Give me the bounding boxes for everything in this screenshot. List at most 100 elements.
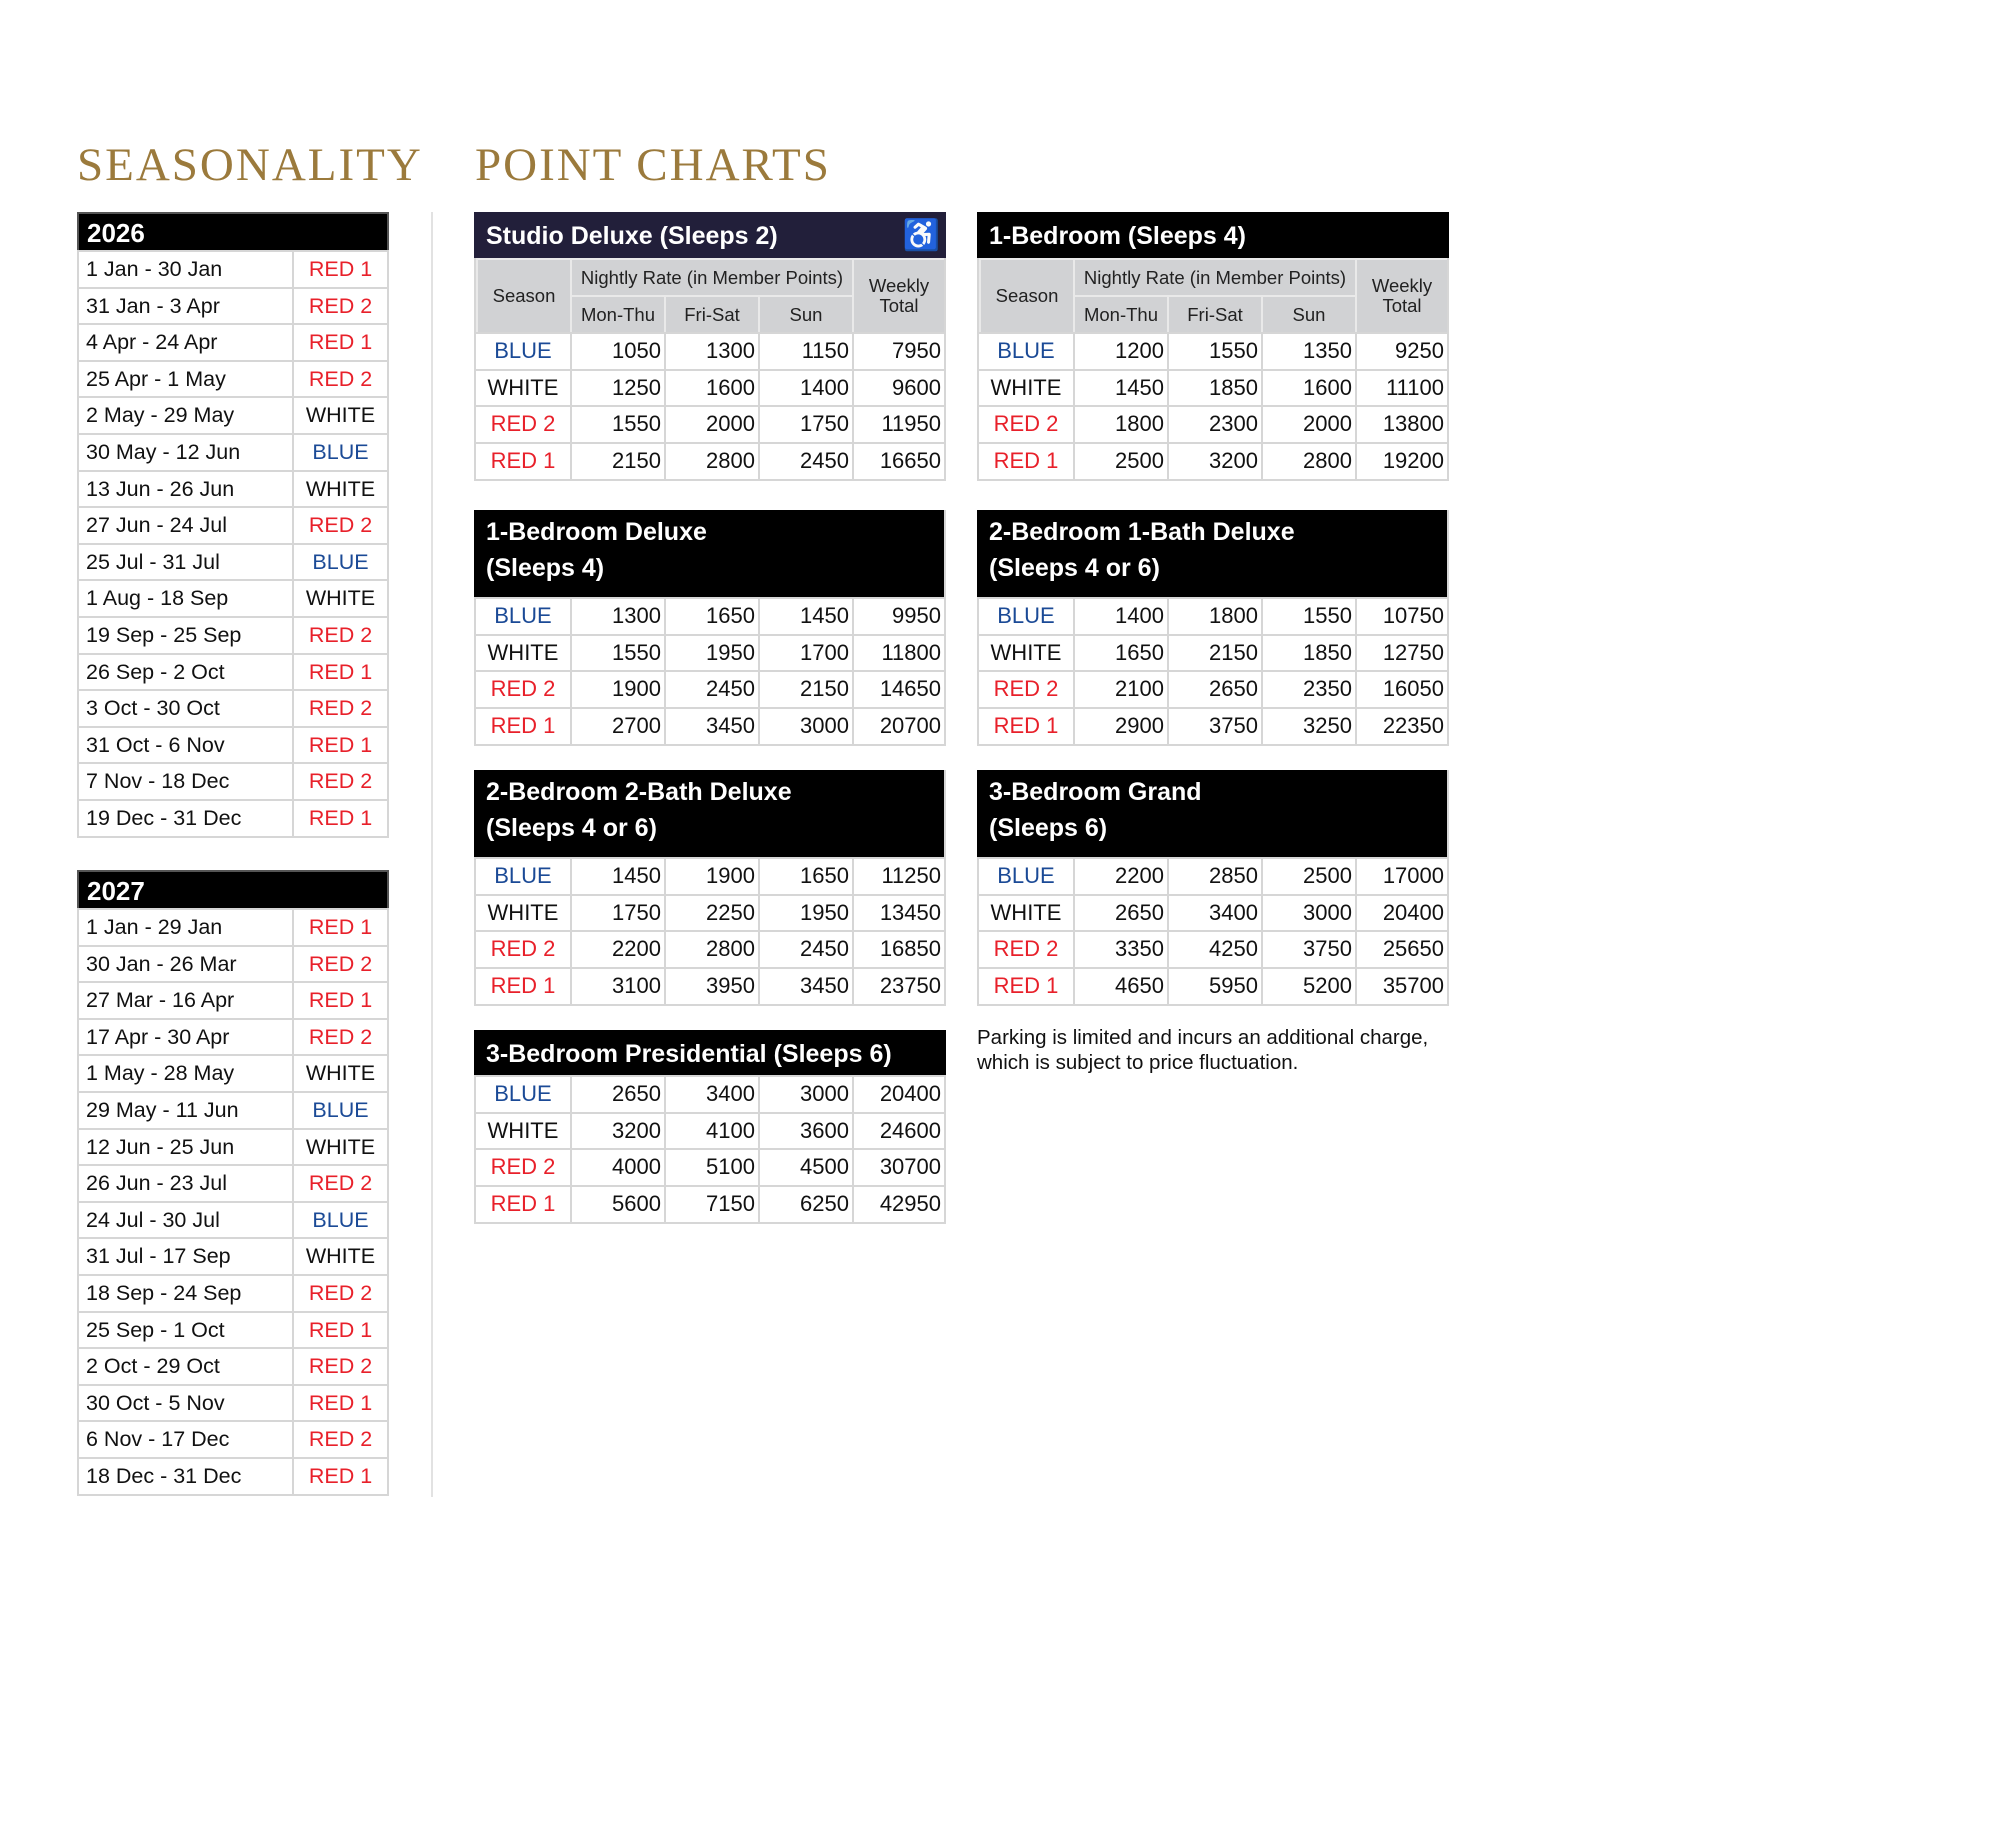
rate-row: RED 1 2500 3200 2800 19200 <box>979 442 1447 479</box>
rate-row: WHITE 1750 2250 1950 13450 <box>476 893 944 931</box>
rate-row: RED 2 3350 4250 3750 25650 <box>979 930 1447 968</box>
season-row: 6 Nov - 17 Dec RED 2 <box>79 1420 387 1457</box>
rate-row: WHITE 1450 1850 1600 11100 <box>979 368 1447 406</box>
points-value: 1700 <box>758 635 852 671</box>
season-label: WHITE <box>305 1061 376 1086</box>
season-row: 31 Oct - 6 Nov RED 1 <box>79 725 387 763</box>
date-range: 3 Oct - 30 Oct <box>79 691 294 726</box>
season-label: RED 2 <box>490 676 556 702</box>
table-title-text: 2-Bedroom 1-Bath Deluxe (Sleeps 4 or 6) <box>989 518 1295 582</box>
season-row: 4 Apr - 24 Apr RED 1 <box>79 323 387 360</box>
points-value: 1950 <box>758 895 852 931</box>
season-label: RED 2 <box>308 1171 373 1196</box>
seasonality-title: SEASONALITY <box>77 139 423 191</box>
sun-header: Sun <box>1261 295 1355 332</box>
date-range: 25 Jul - 31 Jul <box>79 544 294 580</box>
points-value: 2200 <box>1073 859 1167 894</box>
points-value: 1050 <box>570 334 664 369</box>
date-range: 13 Jun - 26 Jun <box>79 471 294 507</box>
points-value: 2150 <box>1167 635 1261 671</box>
points-value: 1900 <box>570 672 664 708</box>
season-row: 12 Jun - 25 Jun WHITE <box>79 1127 387 1165</box>
date-range: 31 Jul - 17 Sep <box>79 1239 294 1274</box>
parking-note: Parking is limited and incurs an additio… <box>977 1026 1429 1074</box>
points-value: 3000 <box>1261 895 1355 931</box>
season-row: 25 Sep - 1 Oct RED 1 <box>79 1310 387 1348</box>
rate-row: RED 1 5600 7150 6250 42950 <box>476 1185 944 1222</box>
points-value: 2650 <box>1073 895 1167 931</box>
season-label: BLUE <box>997 863 1055 888</box>
points-value: 1300 <box>570 599 664 634</box>
points-value: 1450 <box>570 859 664 894</box>
rate-row: RED 2 2100 2650 2350 16050 <box>979 670 1447 708</box>
season-label: RED 2 <box>993 676 1059 702</box>
table-title-text: Studio Deluxe (Sleeps 2) <box>486 222 778 250</box>
season-label: BLUE <box>312 1097 369 1122</box>
points-value: 1950 <box>664 635 758 671</box>
points-value: 4650 <box>1073 969 1167 1004</box>
season-row: 17 Apr - 30 Apr RED 2 <box>79 1017 387 1055</box>
points-value: 1400 <box>1073 599 1167 634</box>
points-value: 2450 <box>758 932 852 968</box>
points-value: 3400 <box>664 1077 758 1112</box>
season-label: RED 1 <box>490 1191 556 1217</box>
points-value: 1200 <box>1073 334 1167 369</box>
season-row: 1 Jan - 29 Jan RED 1 <box>79 908 387 945</box>
points-value: 20400 <box>1355 895 1447 931</box>
points-value: 2350 <box>1261 672 1355 708</box>
table-title: 3-Bedroom Grand (Sleeps 6) <box>977 770 1447 857</box>
points-value: 1800 <box>1167 599 1261 634</box>
season-label: RED 1 <box>308 732 373 757</box>
season-label: BLUE <box>494 338 552 363</box>
table-title-text: 1-Bedroom (Sleeps 4) <box>989 222 1247 250</box>
point-charts-title: POINT CHARTS <box>475 139 831 191</box>
points-value: 2800 <box>664 444 758 479</box>
points-value: 1650 <box>758 859 852 894</box>
season-label: WHITE <box>305 1134 376 1159</box>
season-label: RED 2 <box>490 1154 556 1180</box>
rate-row: BLUE 1400 1800 1550 10750 <box>979 597 1447 634</box>
season-label: WHITE <box>305 403 376 428</box>
season-label: RED 1 <box>490 973 556 999</box>
season-row: 19 Sep - 25 Sep RED 2 <box>79 615 387 653</box>
rate-row: RED 1 2150 2800 2450 16650 <box>476 442 944 479</box>
points-value: 4500 <box>758 1150 852 1186</box>
points-value: 3950 <box>664 969 758 1004</box>
rate-row: BLUE 2200 2850 2500 17000 <box>979 857 1447 894</box>
date-range: 1 Jan - 30 Jan <box>79 252 294 287</box>
points-value: 9250 <box>1355 334 1447 369</box>
points-value: 3250 <box>1261 709 1355 744</box>
season-row: 31 Jul - 17 Sep WHITE <box>79 1237 387 1274</box>
season-label: RED 2 <box>308 769 373 794</box>
rate-row: RED 2 4000 5100 4500 30700 <box>476 1148 944 1186</box>
rate-row: WHITE 1250 1600 1400 9600 <box>476 368 944 406</box>
date-range: 29 May - 11 Jun <box>79 1092 294 1128</box>
points-value: 1850 <box>1261 635 1355 671</box>
season-row: 26 Sep - 2 Oct RED 1 <box>79 652 387 690</box>
table-title: Studio Deluxe (Sleeps 2) ♿ <box>474 212 946 258</box>
season-label: RED 2 <box>308 1024 373 1049</box>
nightly-rate-header: Nightly Rate (in Member Points) <box>1073 258 1355 295</box>
points-value: 30700 <box>852 1150 944 1186</box>
points-value: 2300 <box>1167 407 1261 443</box>
season-row: 18 Dec - 31 Dec RED 1 <box>79 1456 387 1494</box>
fri-sat-header: Fri-Sat <box>664 295 758 332</box>
points-value: 11100 <box>1355 370 1447 406</box>
points-value: 1600 <box>1261 370 1355 406</box>
season-table-2027: 2027 1 Jan - 29 Jan RED 1 30 Jan - 26 Mar RE… <box>77 870 389 1496</box>
rate-row: WHITE 1650 2150 1850 12750 <box>979 633 1447 671</box>
table-title-text: 3-Bedroom Presidential (Sleeps 6) <box>486 1040 892 1068</box>
season-label: RED 1 <box>993 448 1059 474</box>
points-value: 2700 <box>570 709 664 744</box>
season-label: RED 2 <box>993 936 1059 962</box>
points-value: 7150 <box>664 1187 758 1222</box>
year-header: 2027 <box>77 870 389 908</box>
points-value: 9600 <box>852 370 944 406</box>
points-value: 2250 <box>664 895 758 931</box>
points-value: 11250 <box>852 859 944 894</box>
wheelchair-icon: ♿ <box>902 219 940 252</box>
points-value: 2450 <box>758 444 852 479</box>
season-label: RED 2 <box>308 366 373 391</box>
point-chart-table: Studio Deluxe (Sleeps 2) ♿ Season Nightly R… <box>474 212 946 481</box>
season-label: RED 1 <box>490 448 556 474</box>
